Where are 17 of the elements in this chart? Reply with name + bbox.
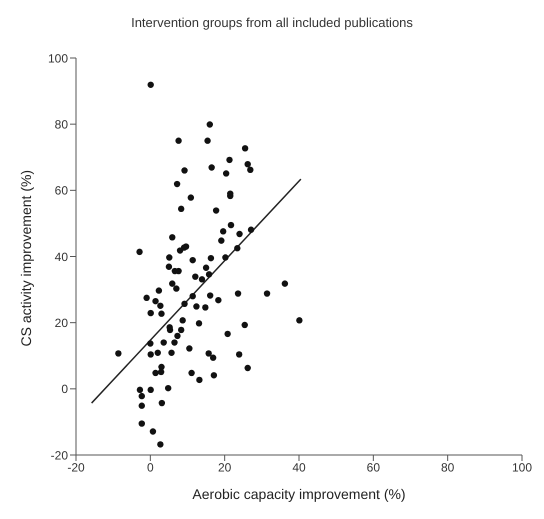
x-tick-label: 80 (440, 460, 455, 475)
x-tick-label: 0 (146, 460, 154, 475)
y-axis-title: CS activity improvement (%) (18, 170, 34, 346)
x-tick-label: -20 (67, 460, 85, 475)
x-tick-label: 100 (512, 460, 532, 475)
y-tick-label: 80 (54, 117, 68, 132)
y-tick-label: 0 (61, 382, 68, 396)
y-tick-label: -20 (50, 448, 68, 462)
y-tick-label: 100 (48, 51, 68, 66)
x-tick-label: 20 (218, 460, 232, 475)
x-tick-label: 40 (292, 460, 306, 475)
y-tick-label: 40 (54, 250, 68, 264)
y-tick-label: 20 (54, 316, 68, 330)
y-tick-label: 60 (54, 184, 68, 198)
x-axis-title: Aerobic capacity improvement (%) (192, 486, 406, 502)
chart-title: Intervention groups from all included publications (130, 14, 414, 32)
x-tick-label: 60 (366, 460, 380, 475)
